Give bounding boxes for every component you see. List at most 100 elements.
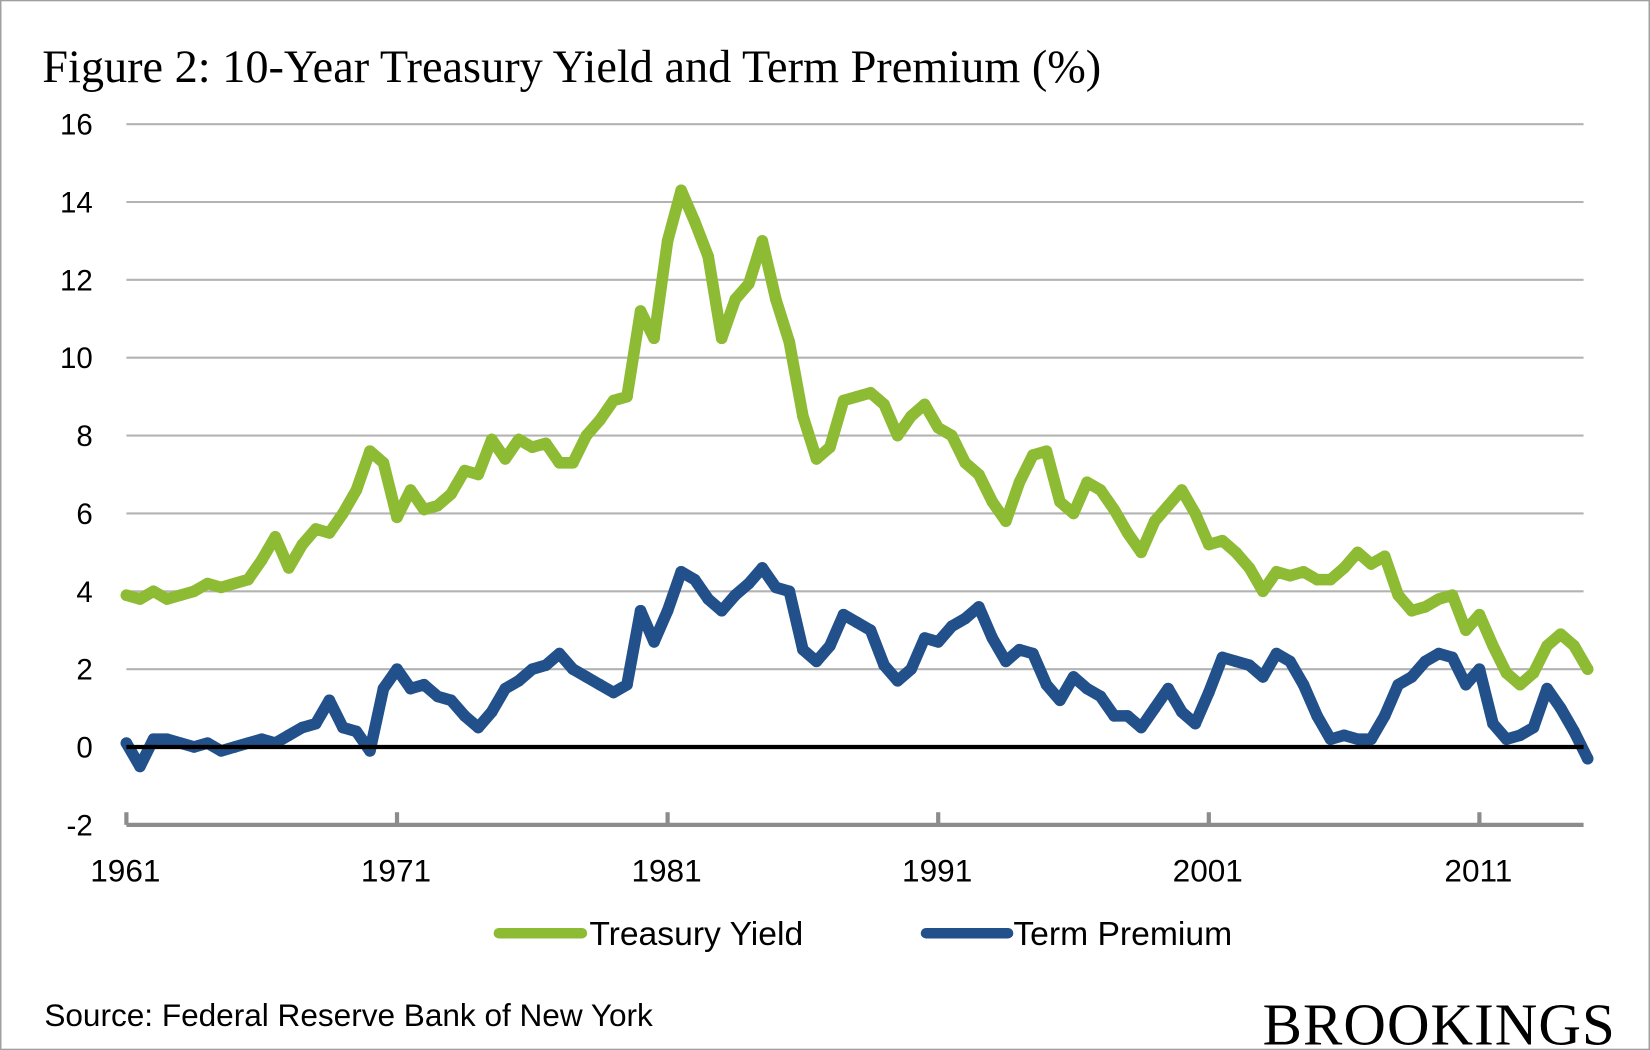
- data-point: [1054, 495, 1066, 508]
- data-point: [1392, 589, 1405, 601]
- y-tick-label: -2: [67, 809, 93, 842]
- data-point: [986, 632, 999, 644]
- data-point: [918, 632, 931, 644]
- data-point: [702, 593, 714, 605]
- data-point: [891, 675, 904, 687]
- data-point: [973, 468, 985, 481]
- data-point: [485, 433, 498, 446]
- data-point: [1378, 550, 1391, 563]
- gridlines: [126, 123, 1584, 671]
- y-tick-label: 6: [76, 498, 92, 531]
- data-point: [1216, 651, 1229, 664]
- data-point: [837, 608, 850, 621]
- data-point: [458, 710, 471, 722]
- legend-label-term-premium: Term Premium: [1013, 916, 1232, 953]
- data-point: [1189, 507, 1202, 520]
- data-point: [1324, 733, 1337, 745]
- data-point: [1297, 566, 1310, 578]
- data-point: [1365, 733, 1377, 745]
- data-point: [648, 636, 660, 648]
- data-point: [1405, 671, 1418, 683]
- data-point: [147, 733, 160, 745]
- data-point: [1351, 546, 1364, 559]
- data-point: [1338, 729, 1350, 742]
- data-point: [824, 441, 836, 454]
- data-point: [621, 390, 633, 403]
- data-point: [1473, 608, 1486, 621]
- data-point: [1203, 538, 1215, 551]
- data-point: [1365, 558, 1377, 570]
- data-point: [1040, 678, 1053, 691]
- source-note: Source: Federal Reserve Bank of New York: [44, 997, 653, 1033]
- data-point: [1121, 710, 1134, 722]
- data-point: [445, 488, 457, 500]
- data-point: [296, 721, 309, 734]
- data-point: [1121, 527, 1134, 539]
- data-point: [1473, 663, 1486, 675]
- data-point: [1230, 655, 1242, 668]
- data-point: [147, 585, 160, 598]
- data-point: [1094, 484, 1107, 496]
- y-tick-label: 4: [76, 576, 92, 609]
- data-point: [323, 527, 336, 539]
- data-point: [499, 453, 512, 465]
- data-point: [1175, 706, 1188, 718]
- data-point: [1000, 515, 1012, 527]
- data-point: [1040, 445, 1053, 457]
- data-point: [810, 655, 823, 668]
- data-point: [797, 410, 809, 422]
- data-point: [1013, 643, 1026, 656]
- data-point: [1175, 484, 1188, 496]
- data-point: [553, 457, 566, 469]
- data-point: [1433, 647, 1445, 660]
- x-tick-label: 2011: [1444, 853, 1512, 889]
- data-point: [499, 682, 512, 695]
- data-point: [1324, 573, 1337, 586]
- data-point: [1419, 655, 1432, 668]
- data-point: [1405, 604, 1418, 617]
- data-point: [377, 457, 390, 469]
- data-point: [932, 421, 944, 434]
- data-point: [905, 410, 917, 422]
- data-point: [1311, 710, 1323, 722]
- y-tick-label: 14: [60, 187, 93, 220]
- data-point: [282, 562, 295, 574]
- data-point: [688, 573, 701, 586]
- data-point: [228, 577, 241, 590]
- data-point: [1257, 671, 1269, 683]
- data-point: [851, 616, 863, 629]
- x-tick-label: 1981: [631, 853, 701, 889]
- data-point: [945, 620, 958, 633]
- legend-label-treasury-yield: Treasury Yield: [589, 916, 803, 953]
- data-point: [1419, 601, 1432, 613]
- data-point: [756, 562, 769, 574]
- data-point: [201, 577, 214, 590]
- data-point: [1527, 721, 1540, 734]
- data-point: [1243, 562, 1256, 574]
- data-point: [1433, 593, 1445, 605]
- data-point: [1500, 733, 1513, 745]
- data-point: [607, 686, 620, 699]
- data-point: [310, 717, 322, 730]
- data-point: [634, 305, 647, 317]
- data-point: [742, 277, 755, 290]
- data-point: [323, 694, 336, 707]
- data-point: [161, 593, 173, 605]
- data-point: [1257, 585, 1269, 598]
- data-point: [1027, 449, 1039, 461]
- x-tick-label: 1991: [902, 853, 972, 889]
- data-point: [661, 604, 674, 617]
- data-point: [1284, 569, 1296, 582]
- data-point: [1000, 655, 1012, 668]
- y-tick-label: 10: [60, 342, 93, 375]
- legend: Treasury Yield Term Premium: [493, 916, 1232, 953]
- data-point: [1487, 717, 1499, 730]
- x-tick-label: 1971: [361, 853, 431, 889]
- data-point: [891, 429, 904, 442]
- data-point: [1460, 624, 1472, 636]
- data-point: [715, 332, 728, 345]
- data-point: [580, 429, 593, 442]
- data-point: [878, 659, 890, 672]
